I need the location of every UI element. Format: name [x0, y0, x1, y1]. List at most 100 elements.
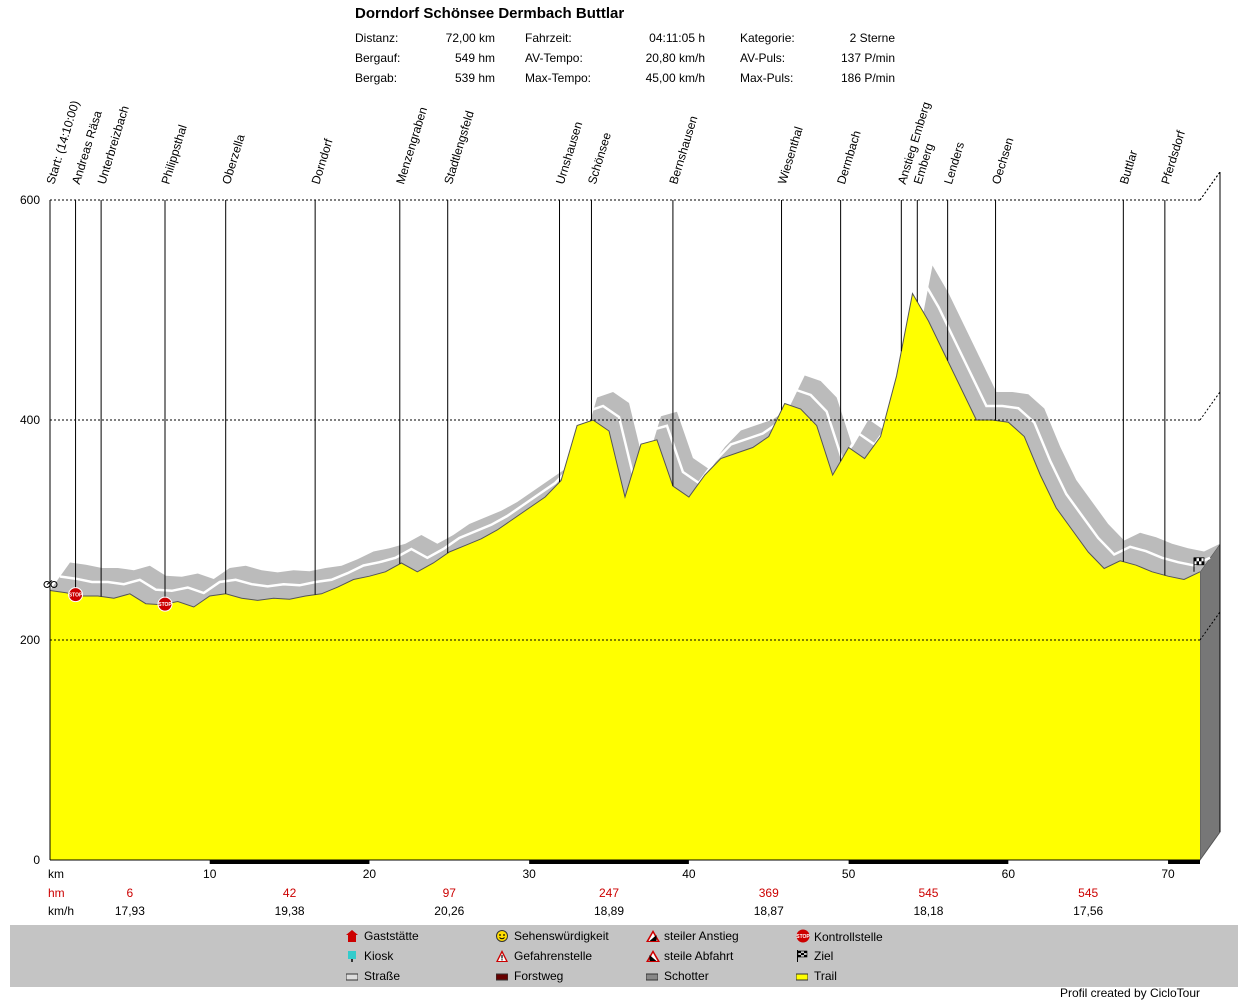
summary-value: 97 — [443, 886, 457, 900]
summary-row-label: hm — [48, 886, 65, 900]
stat-value-bergauf: 549 hm — [454, 51, 495, 65]
legend-item-schotter: Schotter — [645, 969, 709, 983]
summary-value: 19,38 — [275, 904, 305, 918]
summary-value: 42 — [283, 886, 297, 900]
summary-value: 18,87 — [754, 904, 784, 918]
waypoint-label: Lenders — [941, 140, 967, 186]
waypoint-label: Schönsee — [585, 130, 614, 185]
stat-value-max-puls: 186 P/min — [840, 71, 895, 85]
stat-label-max-tempo: Max-Tempo: — [525, 71, 592, 85]
surface-segment — [209, 860, 370, 864]
y-tick-label: 600 — [20, 193, 40, 207]
legend-item-steile-abfahrt: steile Abfahrt — [646, 949, 733, 963]
elevation-area — [50, 293, 1200, 860]
stop-icon: STOP — [796, 929, 810, 943]
steep-climb-icon — [646, 930, 660, 942]
x-tick-label: 30 — [522, 867, 536, 881]
trail-icon — [795, 970, 809, 982]
stat-label-av-tempo: AV-Tempo: — [525, 51, 583, 65]
stat-label-bergab: Bergab: — [355, 71, 398, 85]
stat-label-av-puls: AV-Puls: — [740, 51, 786, 65]
chart-title: Dorndorf Schönsee Dermbach Buttlar — [355, 5, 625, 22]
svg-text:STOP: STOP — [796, 934, 810, 940]
summary-value: 369 — [759, 886, 779, 900]
legend-item-forstweg: Forstweg — [495, 969, 563, 983]
summary-value: 20,26 — [434, 904, 464, 918]
elevation-profile-chart: 0 200 400 600 km 10 20 30 40 50 60 70 hm 6 42 97 247 369 5… — [20, 99, 1221, 918]
surface-segment — [848, 860, 1009, 864]
bike-icon — [43, 580, 58, 588]
waypoint-label: Stadtlengsfeld — [441, 109, 477, 186]
legend-item-kontrollstelle: STOP Kontrollstelle — [796, 929, 883, 944]
x-tick-label: 50 — [842, 867, 856, 881]
summary-row-label: km/h — [48, 904, 74, 918]
legend-item-kiosk: Kiosk — [346, 949, 393, 963]
summary-value: 545 — [918, 886, 938, 900]
legend-item-gaststaette: Gaststätte — [346, 929, 419, 943]
stat-value-av-tempo: 20,80 km/h — [645, 51, 705, 65]
waypoint-label: Philippsthal — [158, 123, 189, 186]
x-tick-label: 20 — [363, 867, 377, 881]
stat-value-distanz: 72,00 km — [445, 31, 495, 45]
stat-label-fahrzeit: Fahrzeit: — [525, 31, 572, 45]
gravel-icon — [645, 970, 659, 982]
forest-road-icon — [495, 970, 509, 982]
surface-segment — [529, 860, 689, 864]
legend-item-trail: Trail — [795, 969, 837, 983]
stat-label-bergauf: Bergauf: — [355, 51, 401, 65]
waypoint-label: Oberzella — [219, 132, 247, 186]
legend: Gaststätte Kiosk Straße Sehenswürdigkeit… — [10, 925, 1238, 987]
y-tick-label: 200 — [20, 633, 40, 647]
waypoint-label: Urnshausen — [553, 120, 585, 186]
depth-grid-line — [1199, 611, 1221, 641]
finish-flag-icon — [796, 950, 808, 962]
legend-item-strasse: Straße — [345, 969, 400, 983]
summary-value: 17,56 — [1073, 904, 1103, 918]
summary-value: 18,89 — [594, 904, 624, 918]
waypoint-label: Pferdsdorf — [1158, 128, 1188, 186]
kiosk-icon — [346, 950, 358, 962]
smiley-icon — [496, 930, 508, 942]
profile-shadow — [50, 265, 1220, 607]
stop-icon: STOP — [68, 587, 84, 603]
stat-value-av-puls: 137 P/min — [840, 51, 895, 65]
waypoint-label: Wiesenthal — [775, 125, 806, 186]
road-icon — [345, 970, 359, 982]
x-tick-label: 40 — [682, 867, 696, 881]
svg-text:STOP: STOP — [69, 593, 83, 599]
steep-descent-icon — [646, 950, 660, 962]
summary-value: 6 — [127, 886, 134, 900]
svg-text:STOP: STOP — [158, 602, 172, 608]
summary-value: 247 — [599, 886, 619, 900]
x-tick-label: 70 — [1161, 867, 1175, 881]
profile-side-face — [1199, 542, 1221, 862]
stat-value-fahrzeit: 04:11:05 h — [649, 31, 705, 45]
waypoint-label: Dermbach — [834, 129, 864, 186]
waypoint-label: Menzengraben — [393, 105, 430, 186]
waypoint-label: Buttlar — [1117, 149, 1141, 186]
summary-value: 17,93 — [115, 904, 145, 918]
x-tick-label: 10 — [203, 867, 217, 881]
house-icon — [346, 930, 358, 942]
stat-value-max-tempo: 45,00 km/h — [645, 71, 705, 85]
footer-credit: Profil created by CicloTour — [1059, 986, 1200, 1000]
x-axis-label: km — [48, 867, 64, 881]
finish-flag-icon — [1193, 557, 1205, 572]
stat-value-kategorie: 2 Sterne — [849, 31, 895, 45]
stat-label-max-puls: Max-Puls: — [740, 71, 794, 85]
x-tick-label: 60 — [1002, 867, 1016, 881]
y-tick-label: 400 — [20, 413, 40, 427]
surface-segment — [1168, 860, 1200, 864]
stat-label-kategorie: Kategorie: — [740, 31, 795, 45]
legend-item-gefahrenstelle: Gefahrenstelle — [496, 949, 592, 963]
stat-value-bergab: 539 hm — [454, 71, 495, 85]
depth-grid-line — [1199, 391, 1221, 421]
legend-item-sehenswuerdigkeit: Sehenswürdigkeit — [496, 929, 609, 943]
depth-top-line — [1199, 171, 1221, 201]
summary-value: 545 — [1078, 886, 1098, 900]
waypoint-label: Dorndorf — [309, 136, 336, 185]
stat-label-distanz: Distanz: — [355, 31, 399, 45]
waypoint-label: Bernshausen — [666, 114, 700, 186]
legend-item-ziel: Ziel — [796, 949, 833, 963]
legend-item-steiler-anstieg: steiler Anstieg — [646, 929, 739, 943]
